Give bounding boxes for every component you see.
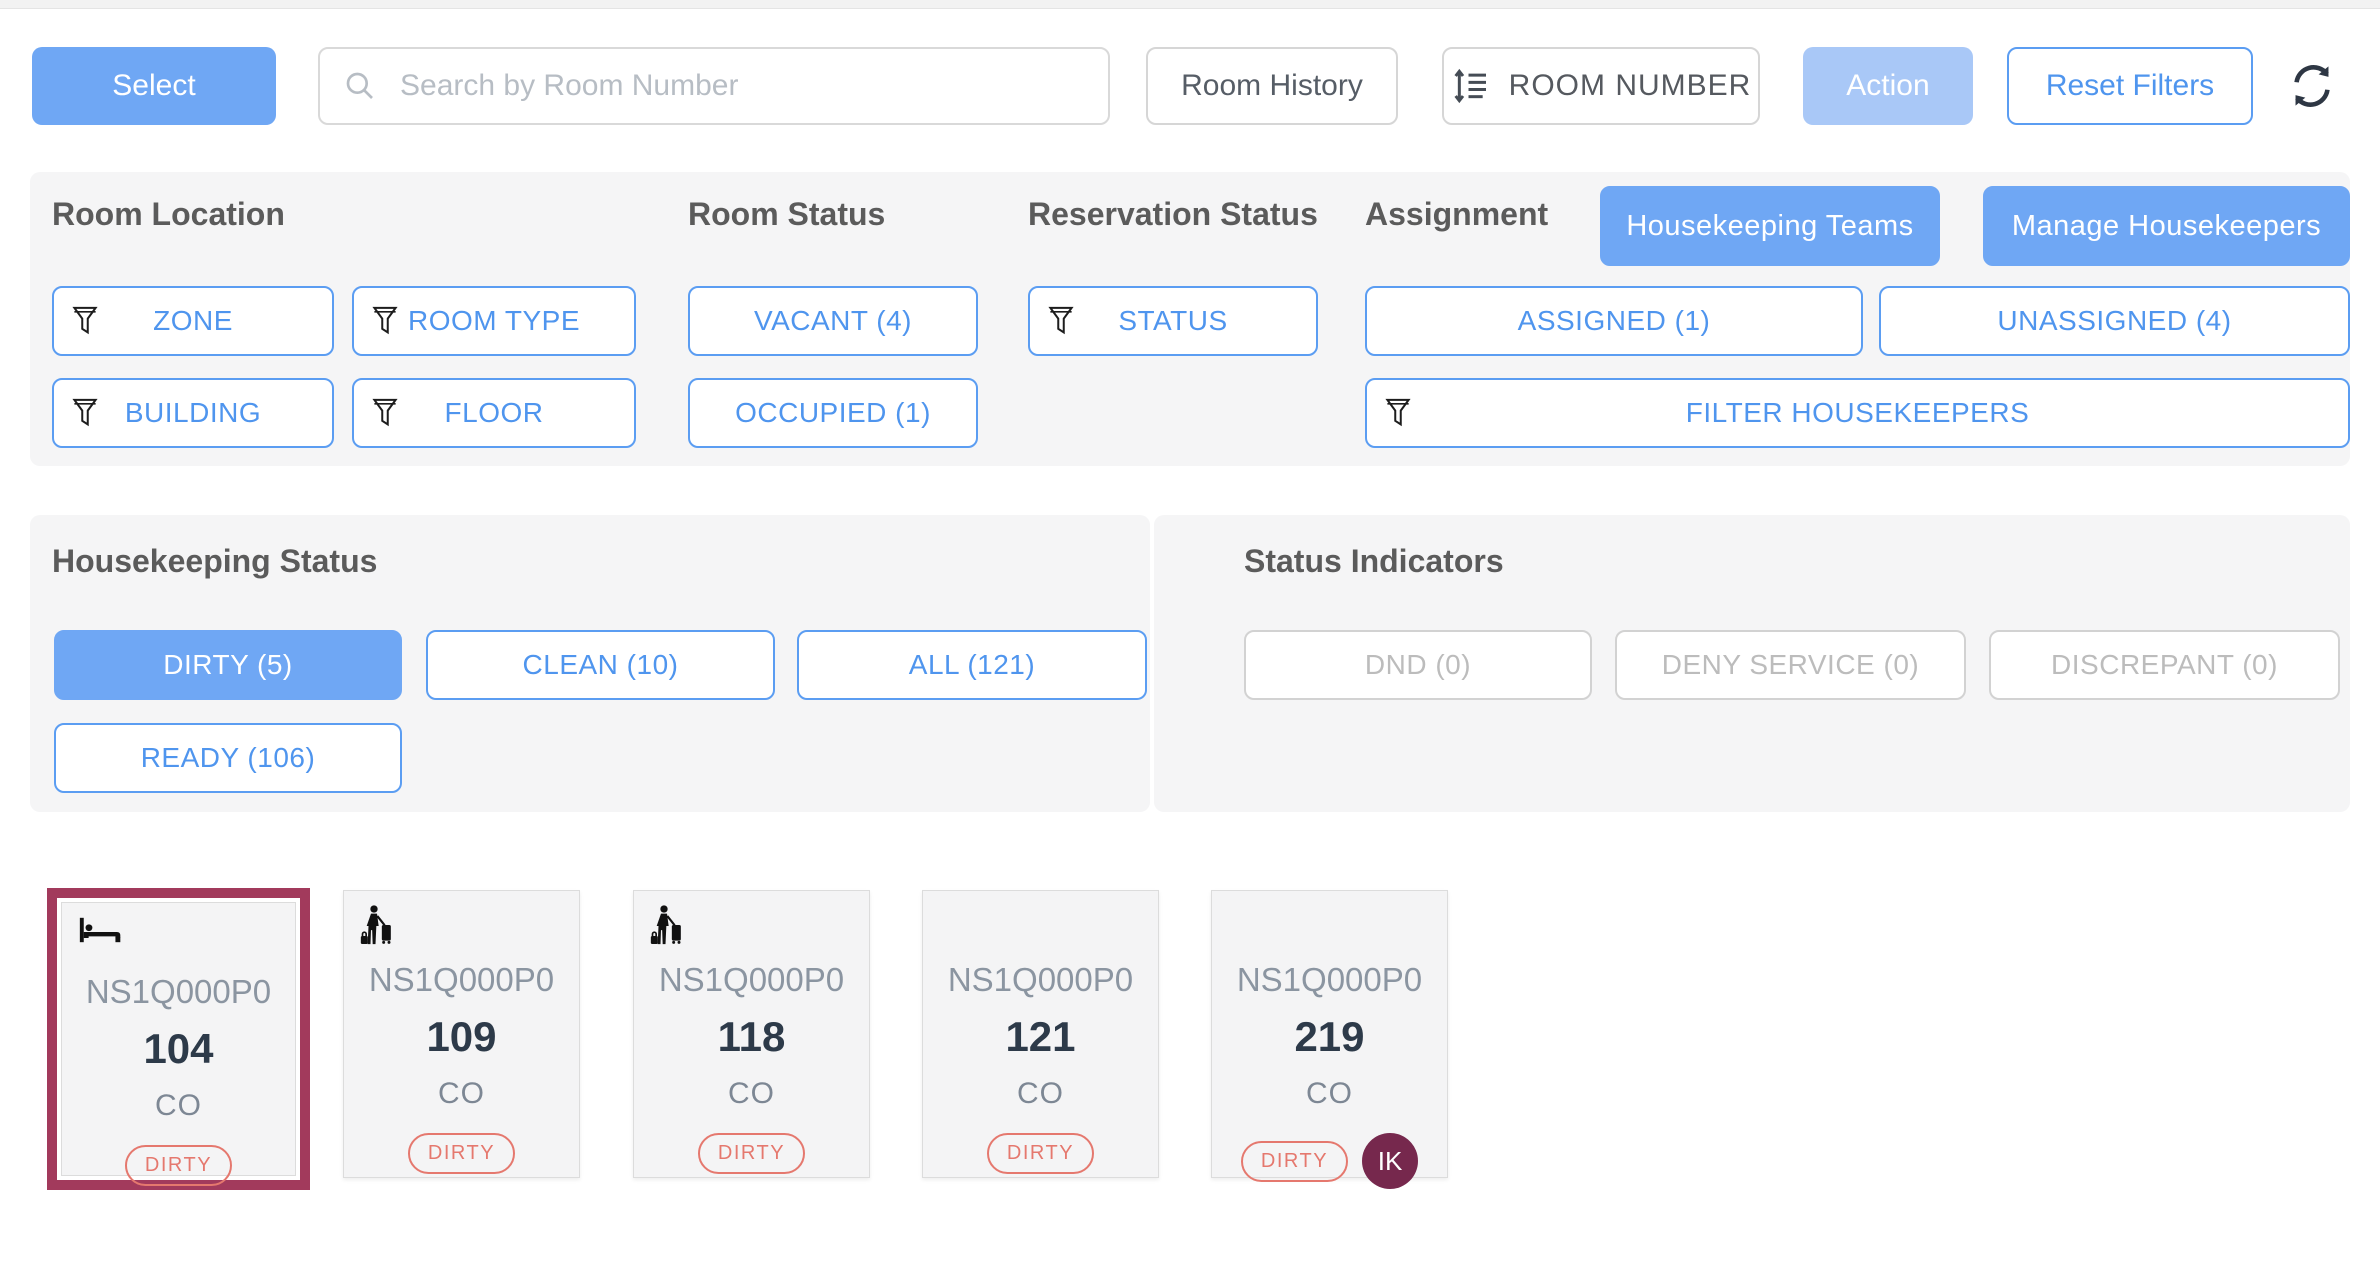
housekeeping-status-panel: Housekeeping Status DIRTY (5) CLEAN (10)… [30, 515, 1150, 812]
dirty-status-badge: DIRTY [1240, 1140, 1349, 1182]
clean-filter-button[interactable]: CLEAN (10) [426, 630, 775, 700]
search-input[interactable] [318, 47, 1110, 125]
sort-button[interactable]: ROOM NUMBER [1442, 47, 1760, 125]
reservation-code-label: CO [1017, 1077, 1064, 1110]
filter-housekeepers-label: FILTER HOUSEKEEPERS [1685, 397, 2030, 428]
reservation-code-label: CO [155, 1089, 202, 1122]
room-number-label: 219 [1294, 1013, 1365, 1060]
assigned-filter-button[interactable]: ASSIGNED (1) [1365, 286, 1863, 356]
room-type-label: NS1Q000P0 [1236, 961, 1423, 998]
select-button[interactable]: Select [32, 47, 276, 125]
room-type-filter-button[interactable]: ROOM TYPE [352, 286, 636, 356]
action-button[interactable]: Action [1803, 47, 1973, 125]
filter-funnel-icon [1048, 306, 1074, 335]
room-card-219[interactable]: NS1Q000P0 219 CO DIRTY IK [1211, 890, 1448, 1189]
reservation-code-label: CO [728, 1077, 775, 1110]
filter-funnel-icon [372, 398, 398, 427]
zone-filter-label: ZONE [153, 305, 233, 336]
unassigned-filter-button[interactable]: UNASSIGNED (4) [1879, 286, 2350, 356]
discrepant-filter-button[interactable]: DISCREPANT (0) [1989, 630, 2340, 700]
deny-service-filter-button[interactable]: DENY SERVICE (0) [1615, 630, 1966, 700]
assignment-title: Assignment [1365, 196, 1549, 232]
room-card-118[interactable]: NS1Q000P0 118 CO DIRTY [633, 890, 870, 1178]
dirty-status-badge: DIRTY [124, 1145, 233, 1186]
housekeeper-initials-badge[interactable]: IK [1362, 1133, 1419, 1189]
room-type-label: NS1Q000P0 [947, 961, 1134, 998]
room-type-filter-label: ROOM TYPE [407, 305, 580, 336]
dirty-status-badge: DIRTY [407, 1133, 516, 1174]
toolbar: Select Room History ROOM NUMBER Action R… [0, 0, 2380, 140]
refresh-button[interactable] [2284, 58, 2340, 114]
housekeeping-status-title: Housekeeping Status [52, 543, 378, 579]
reservation-code-label: CO [438, 1077, 485, 1110]
top-strip [0, 0, 2380, 9]
filter-funnel-icon [72, 398, 98, 427]
bed-icon [79, 917, 121, 943]
zone-filter-button[interactable]: ZONE [52, 286, 334, 356]
ready-filter-button[interactable]: READY (106) [54, 723, 402, 793]
dirty-filter-button[interactable]: DIRTY (5) [54, 630, 402, 700]
room-status-title: Room Status [688, 196, 886, 232]
occupied-filter-button[interactable]: OCCUPIED (1) [688, 378, 978, 448]
refresh-icon [2294, 65, 2330, 107]
status-indicators-panel: Status Indicators DND (0) DENY SERVICE (… [1154, 515, 2350, 812]
filter-funnel-icon [372, 306, 398, 335]
room-location-title: Room Location [52, 196, 285, 232]
room-card-104-selected[interactable]: NS1Q000P0 104 CO DIRTY [47, 888, 310, 1190]
sort-order-icon [1454, 68, 1486, 104]
dnd-filter-button[interactable]: DND (0) [1244, 630, 1592, 700]
search-field-wrap [318, 47, 1110, 125]
room-number-label: 104 [143, 1025, 214, 1072]
status-filter-button[interactable]: STATUS [1028, 286, 1318, 356]
filter-housekeepers-button[interactable]: FILTER HOUSEKEEPERS [1365, 378, 2350, 448]
filter-funnel-icon [72, 306, 98, 335]
status-indicators-title: Status Indicators [1244, 543, 1504, 579]
dirty-status-badge: DIRTY [697, 1133, 806, 1174]
reset-filters-button[interactable]: Reset Filters [2007, 47, 2253, 125]
room-number-label: 118 [717, 1013, 786, 1060]
sort-button-label: ROOM NUMBER [1508, 69, 1752, 102]
vacant-filter-button[interactable]: VACANT (4) [688, 286, 978, 356]
floor-filter-button[interactable]: FLOOR [352, 378, 636, 448]
room-number-label: 109 [426, 1013, 497, 1060]
guest-luggage-icon [650, 905, 681, 945]
status-filter-label: STATUS [1118, 305, 1228, 336]
building-filter-label: BUILDING [124, 397, 262, 428]
room-type-label: NS1Q000P0 [85, 973, 272, 1010]
room-card-121[interactable]: NS1Q000P0 121 CO DIRTY [922, 890, 1159, 1178]
room-type-label: NS1Q000P0 [658, 961, 845, 998]
room-type-label: NS1Q000P0 [368, 961, 555, 998]
manage-housekeepers-button[interactable]: Manage Housekeepers [1983, 186, 2350, 266]
filters-panel: Room Location Room Status Reservation St… [30, 172, 2350, 466]
filter-funnel-icon [1385, 398, 1411, 427]
all-filter-button[interactable]: ALL (121) [797, 630, 1147, 700]
room-card-109[interactable]: NS1Q000P0 109 CO DIRTY [343, 890, 580, 1178]
reservation-code-label: CO [1306, 1077, 1353, 1110]
room-number-label: 121 [1005, 1013, 1076, 1060]
dirty-status-badge: DIRTY [986, 1133, 1095, 1174]
housekeeping-teams-button[interactable]: Housekeeping Teams [1600, 186, 1940, 266]
floor-filter-label: FLOOR [444, 397, 544, 428]
room-history-button[interactable]: Room History [1146, 47, 1398, 125]
building-filter-button[interactable]: BUILDING [52, 378, 334, 448]
guest-luggage-icon [360, 905, 391, 945]
reservation-status-title: Reservation Status [1028, 196, 1318, 232]
